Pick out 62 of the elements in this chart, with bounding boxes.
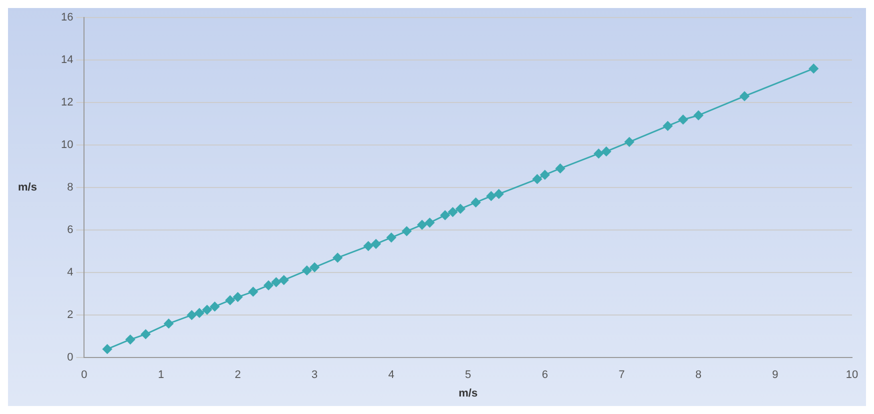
- y-tick-label: 0: [67, 352, 74, 364]
- point: [556, 164, 565, 174]
- x-tick-label: 2: [234, 369, 241, 382]
- y-tick-label: 6: [67, 224, 74, 236]
- point: [164, 318, 174, 328]
- x-tick-label: 8: [695, 369, 702, 382]
- point: [386, 232, 396, 242]
- y-tick-label: 12: [60, 96, 74, 109]
- point: [471, 198, 481, 208]
- point: [662, 121, 672, 131]
- point: [102, 344, 112, 354]
- point: [248, 286, 258, 296]
- x-tick-label: 7: [618, 369, 625, 382]
- y-tick-label: 14: [60, 54, 74, 66]
- x-tick-label: 9: [772, 369, 778, 382]
- point: [448, 207, 458, 217]
- point: [186, 310, 196, 320]
- point: [302, 266, 312, 276]
- point: [271, 277, 281, 287]
- point: [364, 241, 374, 251]
- point: [424, 218, 434, 228]
- point: [264, 280, 274, 290]
- point: [279, 275, 289, 285]
- point: [494, 189, 504, 199]
- point: [332, 252, 342, 262]
- point: [740, 91, 750, 101]
- point: [678, 114, 688, 124]
- point: [532, 174, 542, 184]
- point: [624, 137, 634, 147]
- point: [225, 295, 235, 305]
- y-tick-label: 2: [67, 309, 74, 322]
- point: [540, 170, 550, 180]
- point: [126, 334, 136, 344]
- y-tick-label: 10: [60, 139, 74, 152]
- y-axis-title: m/s: [18, 182, 37, 194]
- y-tick-label: 8: [67, 182, 74, 194]
- x-tick-label: 0: [81, 369, 88, 382]
- point: [417, 220, 427, 230]
- x-tick-label: 10: [846, 369, 858, 382]
- x-tick-label: 4: [388, 369, 394, 382]
- point: [202, 305, 212, 315]
- x-tick-label: 6: [542, 369, 548, 382]
- point: [456, 204, 466, 214]
- point: [602, 146, 612, 156]
- y-tick-label: 16: [60, 12, 74, 24]
- point: [371, 239, 381, 249]
- x-tick-label: 1: [158, 369, 164, 382]
- x-tick-label: 5: [465, 369, 472, 382]
- point: [808, 64, 818, 74]
- point: [210, 302, 220, 312]
- point: [440, 210, 450, 220]
- point: [486, 191, 496, 201]
- x-axis-title: m/s: [458, 387, 478, 400]
- point: [140, 329, 150, 339]
- x-tick-label: 3: [312, 369, 318, 382]
- y-tick-label: 4: [67, 266, 74, 279]
- point: [233, 292, 243, 302]
- point: [694, 110, 704, 120]
- point: [310, 262, 320, 272]
- point: [194, 308, 204, 318]
- point: [402, 226, 412, 236]
- point: [594, 148, 604, 158]
